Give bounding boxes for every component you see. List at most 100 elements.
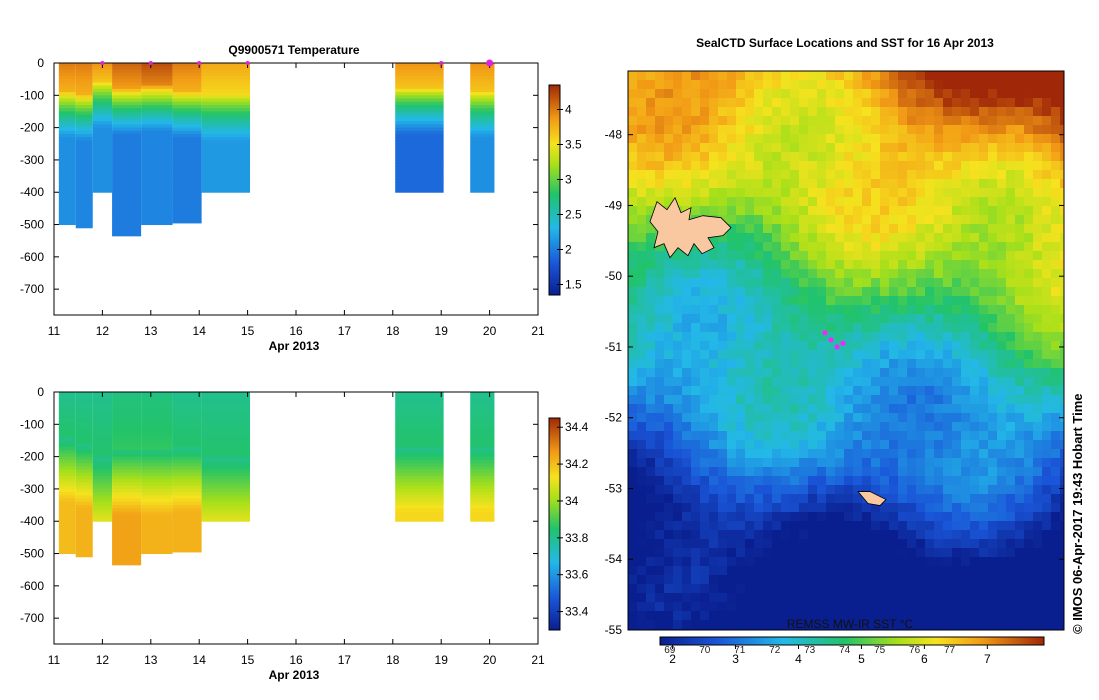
sst-cell xyxy=(736,512,746,522)
sst-cell xyxy=(718,530,728,540)
sst-cell xyxy=(1042,350,1052,360)
profile-cell xyxy=(58,485,76,490)
sst-cell xyxy=(736,251,746,261)
sst-cell xyxy=(1042,512,1052,522)
sst-cell xyxy=(1006,242,1016,252)
sst-cell xyxy=(646,314,656,324)
sst-cell xyxy=(808,341,818,351)
sst-cell xyxy=(961,584,971,594)
sst-cell xyxy=(997,350,1007,360)
sst-cell xyxy=(817,377,827,387)
sst-cell xyxy=(682,80,692,90)
sst-cell xyxy=(682,251,692,261)
x-tick-label: 17 xyxy=(338,324,352,338)
sst-cell xyxy=(817,125,827,135)
sst-cell xyxy=(898,485,908,495)
sst-cell xyxy=(646,359,656,369)
sst-cell xyxy=(700,125,710,135)
profile-cell xyxy=(112,114,142,119)
sst-cell xyxy=(880,503,890,513)
sst-cell xyxy=(1024,170,1034,180)
profile-cell xyxy=(395,472,444,477)
sst-cell xyxy=(862,188,872,198)
sst-cell xyxy=(943,251,953,261)
y-tick-label: -100 xyxy=(20,417,44,431)
sst-cell xyxy=(1015,242,1025,252)
sst-cell xyxy=(664,71,674,81)
sst-cell xyxy=(691,404,701,414)
profile-cell xyxy=(112,511,142,516)
sst-cell xyxy=(1015,431,1025,441)
sst-cell xyxy=(637,620,647,630)
sst-cell xyxy=(727,170,737,180)
sst-cell xyxy=(655,575,665,585)
sst-cell xyxy=(1060,260,1064,270)
sst-cell xyxy=(628,566,638,576)
sst-cell xyxy=(646,611,656,621)
profile-cell xyxy=(470,495,495,500)
profile-cell xyxy=(58,185,76,190)
sst-cell xyxy=(781,305,791,315)
sst-cell xyxy=(1042,332,1052,342)
sst-cell xyxy=(790,287,800,297)
profile-cell xyxy=(172,469,202,474)
sst-cell xyxy=(1051,539,1061,549)
sst-cell xyxy=(817,476,827,486)
sst-cell xyxy=(943,98,953,108)
sst-cell xyxy=(826,350,836,360)
sst-cell xyxy=(817,314,827,324)
sst-cell xyxy=(907,521,917,531)
profile-cell xyxy=(92,111,113,116)
sst-cell xyxy=(871,296,881,306)
sst-cell xyxy=(790,593,800,603)
sst-cell xyxy=(781,215,791,225)
sst-cell xyxy=(655,80,665,90)
sst-cell xyxy=(916,341,926,351)
sst-cell xyxy=(763,557,773,567)
sst-cell xyxy=(628,539,638,549)
sst-cell xyxy=(925,314,935,324)
sst-cell xyxy=(1024,206,1034,216)
sst-cell xyxy=(835,512,845,522)
sst-cell xyxy=(862,620,872,630)
sst-cell xyxy=(691,269,701,279)
profile-cell xyxy=(112,172,142,177)
sst-cell xyxy=(907,584,917,594)
sst-cell xyxy=(763,620,773,630)
sst-cell xyxy=(907,350,917,360)
sst-cell xyxy=(646,422,656,432)
sst-cell xyxy=(718,512,728,522)
sst-cell xyxy=(1006,593,1016,603)
profile-cell xyxy=(141,524,173,529)
profile-cell xyxy=(112,446,142,451)
profile-cell xyxy=(112,163,142,167)
sst-cell xyxy=(628,242,638,252)
sst-cell xyxy=(655,197,665,207)
sst-cell xyxy=(1042,233,1052,243)
sst-cell xyxy=(1024,494,1034,504)
sst-cell xyxy=(1042,305,1052,315)
sst-cell xyxy=(1024,611,1034,621)
sst-cell xyxy=(781,116,791,126)
sst-cell xyxy=(835,386,845,396)
sst-cell xyxy=(844,80,854,90)
sst-cell xyxy=(844,593,854,603)
sst-cell xyxy=(943,449,953,459)
sst-cell xyxy=(637,269,647,279)
sst-cell xyxy=(961,341,971,351)
sst-cell xyxy=(745,206,755,216)
sst-cell xyxy=(853,431,863,441)
sst-cell xyxy=(961,89,971,99)
sst-cell xyxy=(646,440,656,450)
sst-cell xyxy=(907,485,917,495)
sst-cell xyxy=(628,350,638,360)
sst-cell xyxy=(952,350,962,360)
sst-cell xyxy=(637,386,647,396)
sst-cell xyxy=(691,602,701,612)
profile-cell xyxy=(172,101,202,106)
sst-cell xyxy=(835,206,845,216)
sst-cell xyxy=(700,206,710,216)
sst-cell xyxy=(961,224,971,234)
sst-cell xyxy=(853,143,863,153)
sst-cell xyxy=(898,350,908,360)
